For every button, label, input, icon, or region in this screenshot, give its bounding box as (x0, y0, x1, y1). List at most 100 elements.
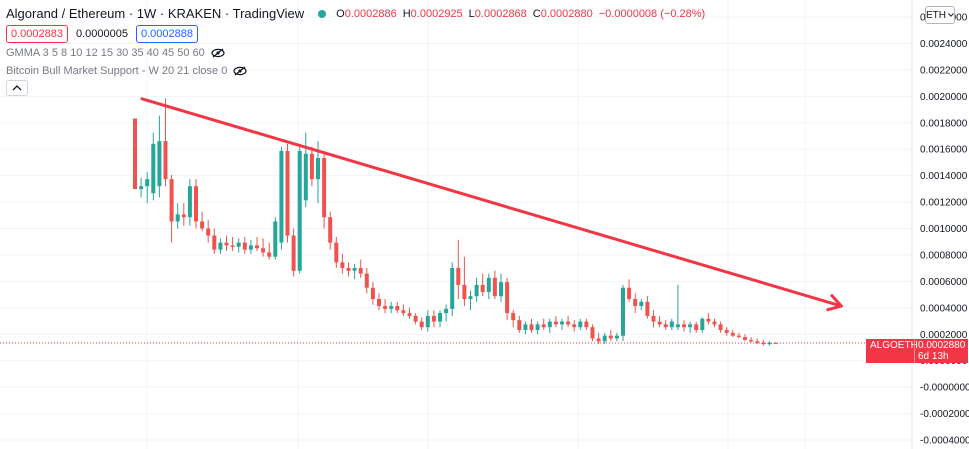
candle (328, 211, 333, 250)
candles (133, 98, 778, 346)
candle-body (694, 324, 699, 331)
candle-body (578, 321, 583, 328)
ohlc-close: C0.0002880 (532, 7, 593, 20)
currency-selector[interactable]: ETH (925, 6, 955, 24)
last-price-values: 0.0002880 6d 13h (914, 339, 968, 363)
candle-body (352, 267, 357, 271)
candle (206, 220, 211, 243)
candle-body (657, 321, 662, 325)
candle-body (145, 179, 150, 187)
candle (334, 236, 339, 268)
overlays (0, 97, 912, 344)
candle (175, 203, 180, 229)
candle (651, 310, 656, 328)
y-tick-label: 0.0012000 (920, 198, 968, 209)
candle (688, 321, 693, 333)
candle (505, 277, 510, 321)
candle-body (682, 324, 686, 328)
candle (377, 293, 381, 311)
candle-body (749, 339, 754, 342)
sell-price-button[interactable]: 0.0002883 (6, 25, 68, 43)
candle (627, 279, 632, 302)
symbol-title[interactable]: Algorand / Ethereum · 1W · KRAKEN · Trad… (6, 6, 305, 21)
candle (523, 321, 528, 335)
eye-hidden-icon[interactable] (233, 66, 247, 76)
candle-body (767, 342, 772, 345)
candle-body (316, 158, 320, 180)
candle (200, 211, 205, 232)
symbol-tag: ALGOETH (870, 340, 918, 351)
candle (468, 290, 473, 311)
candle (743, 334, 747, 342)
candle-body (480, 284, 485, 292)
candle-body (499, 282, 503, 297)
candle (309, 146, 314, 187)
candle-body (572, 324, 577, 328)
collapse-legend-button[interactable] (6, 80, 28, 96)
candle (669, 318, 674, 331)
candle (547, 318, 552, 333)
candle-body (340, 262, 345, 268)
candle (194, 179, 198, 229)
candle (639, 299, 644, 311)
candle (614, 332, 619, 342)
candle (749, 337, 754, 343)
candle (370, 282, 375, 305)
candle (358, 259, 363, 278)
trendline-arrowhead (826, 294, 843, 312)
candle (499, 273, 503, 302)
candle-body (627, 287, 632, 299)
candle-body (645, 301, 650, 316)
indicator-bull-market-support[interactable]: Bitcoin Bull Market Support - W 20 21 cl… (6, 65, 247, 77)
candle (413, 313, 418, 325)
candle (285, 143, 290, 243)
y-tick-label: 0.0002000 (920, 330, 968, 341)
candle-body (706, 318, 711, 322)
candle-body (718, 324, 723, 331)
symbol-legend: Algorand / Ethereum · 1W · KRAKEN · Trad… (6, 6, 711, 21)
candle (163, 98, 168, 187)
ohlc-open: O0.0002886 (336, 7, 397, 20)
candle (218, 238, 223, 254)
candle-body (712, 321, 717, 325)
indicator-gmma[interactable]: GMMA 3 5 8 10 12 15 30 35 40 45 50 60 (6, 47, 225, 59)
candle-body (431, 315, 436, 322)
candle-body (163, 141, 168, 180)
y-tick-label: -0.0004000 (920, 436, 969, 447)
candle (261, 238, 266, 257)
candle (730, 330, 735, 338)
candle-body (206, 228, 211, 236)
candle (267, 242, 272, 260)
candle (645, 296, 650, 319)
candle (157, 115, 162, 198)
candle-body (553, 321, 558, 325)
trendline (140, 97, 843, 308)
y-tick-label: 0.0024000 (920, 39, 968, 50)
candle (724, 327, 729, 336)
candle-body (743, 337, 747, 340)
candle-body (370, 287, 375, 299)
candle-body (523, 324, 528, 331)
candle-body (242, 242, 247, 250)
eye-hidden-icon[interactable] (211, 48, 225, 58)
candle (608, 330, 613, 342)
candle-body (346, 267, 351, 271)
last-price: 0.0002880 (918, 340, 966, 351)
candle-body (541, 324, 546, 328)
buy-price-button[interactable]: 0.0002888 (136, 25, 198, 43)
candle-body (755, 341, 760, 343)
candle (425, 310, 430, 332)
y-tick-label: 0.0022000 (920, 65, 968, 76)
candle-body (377, 299, 381, 307)
candle (572, 320, 577, 332)
candle-body (511, 313, 516, 321)
candle (438, 310, 442, 328)
candle-body (187, 186, 192, 218)
candle (297, 143, 302, 274)
candle (248, 239, 253, 254)
candle-body (212, 235, 217, 250)
candle-body (194, 186, 198, 222)
candle-body (273, 221, 278, 257)
candle-body (547, 321, 552, 328)
